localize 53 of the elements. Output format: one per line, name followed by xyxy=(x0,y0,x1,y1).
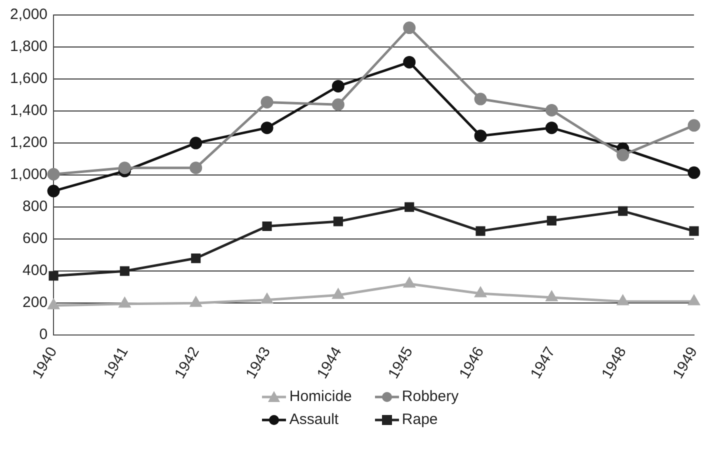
point xyxy=(191,253,201,264)
y-tick-label: 1,200 xyxy=(10,134,48,152)
point xyxy=(332,80,344,92)
point xyxy=(332,288,344,299)
y-tick-label: 1,400 xyxy=(10,102,48,120)
point xyxy=(260,122,274,134)
point xyxy=(48,299,60,310)
point xyxy=(688,295,700,306)
y-tick-label: 1,800 xyxy=(10,38,48,56)
point xyxy=(48,271,58,281)
point xyxy=(545,122,558,134)
point xyxy=(476,226,486,236)
y-tick-label: 1,600 xyxy=(10,70,48,88)
point xyxy=(260,96,274,108)
point xyxy=(616,148,630,162)
y-tick-label: 1,000 xyxy=(10,166,48,184)
legend-label: Homicide xyxy=(289,388,352,405)
point xyxy=(474,287,486,298)
point xyxy=(618,206,628,216)
point xyxy=(332,98,344,111)
point xyxy=(190,296,202,307)
point xyxy=(546,216,556,226)
point xyxy=(688,119,700,132)
legend-label: Assault xyxy=(289,411,339,428)
point xyxy=(689,226,699,236)
point xyxy=(119,298,130,308)
legend-label: Rape xyxy=(402,411,438,428)
point xyxy=(47,184,60,198)
point xyxy=(545,104,558,116)
point xyxy=(120,266,130,276)
point xyxy=(546,291,558,302)
y-tick-label: 600 xyxy=(22,230,48,248)
point xyxy=(262,221,272,232)
point xyxy=(47,168,60,180)
legend-label: Robbery xyxy=(402,388,459,405)
y-tick-label: 0 xyxy=(39,326,48,344)
point xyxy=(474,130,487,142)
point xyxy=(474,92,487,106)
point xyxy=(118,162,131,174)
point xyxy=(617,295,628,306)
point xyxy=(333,216,343,226)
point xyxy=(190,162,202,174)
point xyxy=(688,166,700,179)
point xyxy=(403,22,416,34)
point xyxy=(403,56,416,68)
y-tick-label: 400 xyxy=(22,262,48,280)
point xyxy=(261,294,273,304)
point xyxy=(190,136,202,150)
point xyxy=(404,202,414,212)
y-tick-label: 800 xyxy=(22,198,48,216)
y-tick-label: 200 xyxy=(22,294,48,312)
point xyxy=(404,278,415,288)
y-tick-label: 2,000 xyxy=(10,6,48,24)
